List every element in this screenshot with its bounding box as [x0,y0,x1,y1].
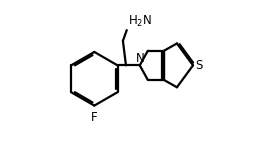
Text: S: S [195,59,202,72]
Text: N: N [136,52,144,65]
Text: F: F [91,111,98,124]
Text: H$_2$N: H$_2$N [128,14,152,29]
